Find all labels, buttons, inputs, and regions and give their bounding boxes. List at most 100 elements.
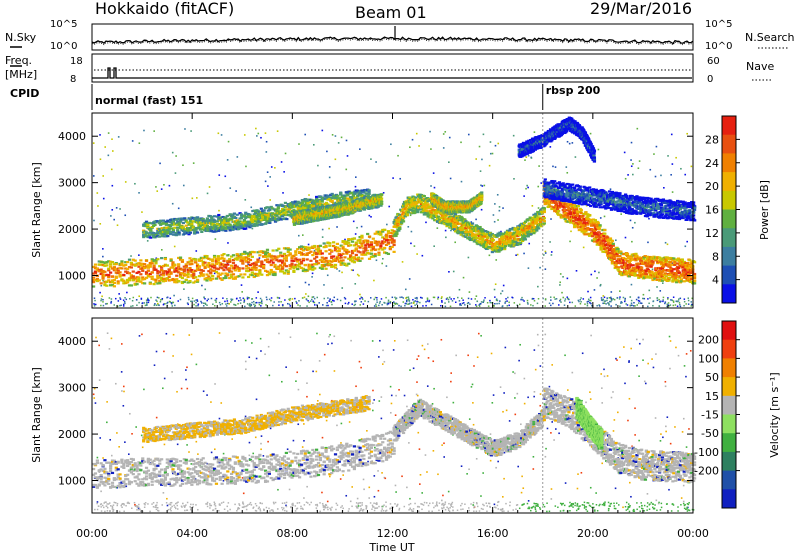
scatter-point xyxy=(494,283,497,286)
echo-cell xyxy=(315,255,319,259)
echo-cell xyxy=(144,271,149,274)
echo-cell xyxy=(337,260,341,263)
echo-cell xyxy=(273,255,277,258)
scatter-point xyxy=(256,135,258,137)
echo-cell xyxy=(214,230,218,233)
echo-cell xyxy=(271,249,275,252)
echo-cell xyxy=(169,278,173,282)
scatter-point xyxy=(291,298,294,300)
echo-cell xyxy=(263,253,268,256)
echo-cell xyxy=(381,228,385,232)
echo-cell xyxy=(377,230,381,233)
scatter-point xyxy=(585,204,588,207)
ground-point xyxy=(164,302,166,305)
echo-cell xyxy=(201,269,205,272)
echo-cell xyxy=(367,192,371,195)
scatter-point xyxy=(119,208,121,210)
ground-point xyxy=(668,304,670,307)
ground-point xyxy=(113,304,116,306)
scatter-point xyxy=(433,245,435,247)
echo-cell xyxy=(146,269,151,272)
echo-cell xyxy=(306,201,310,205)
ground-point xyxy=(479,303,481,305)
scatter-point xyxy=(255,127,257,130)
ground-point xyxy=(281,304,284,306)
ground-point xyxy=(596,304,598,307)
echo-cell xyxy=(392,230,396,233)
echo-cell xyxy=(252,215,256,218)
echo-cell xyxy=(218,217,222,220)
echo-cell xyxy=(303,270,307,273)
echo-cell xyxy=(384,236,389,239)
ground-point xyxy=(339,299,342,302)
echo-cell xyxy=(129,261,133,264)
echo-cell xyxy=(103,274,107,277)
ground-point xyxy=(122,305,125,307)
echo-cell xyxy=(131,278,135,282)
echo-cell xyxy=(309,246,313,249)
echo-cell xyxy=(252,218,256,222)
scatter-point xyxy=(265,151,268,153)
scatter-point xyxy=(527,154,530,157)
scatter-point xyxy=(498,209,501,212)
ground-point xyxy=(309,300,312,302)
echo-cell xyxy=(152,264,156,267)
echo-cell xyxy=(324,259,328,262)
echo-cell xyxy=(158,281,162,285)
echo-cell xyxy=(150,277,154,281)
ground-point xyxy=(518,303,521,306)
ground-point xyxy=(536,302,539,305)
ground-point xyxy=(571,301,574,304)
ground-point xyxy=(230,299,233,302)
echo-cell xyxy=(379,230,383,233)
ground-point xyxy=(574,305,577,307)
echo-cell xyxy=(214,257,219,260)
echo-cell xyxy=(99,282,103,285)
scatter-point xyxy=(218,174,221,176)
echo-cell xyxy=(271,270,275,274)
echo-cell xyxy=(256,218,261,221)
echo-cell xyxy=(238,212,242,215)
scatter-point xyxy=(102,248,104,250)
echo-cell xyxy=(95,277,99,281)
echo-cell xyxy=(293,200,297,203)
echo-cell xyxy=(267,253,271,256)
echo-cell xyxy=(163,257,168,261)
ground-point xyxy=(590,302,592,305)
ground-point xyxy=(521,296,523,299)
echo-cell xyxy=(292,270,296,274)
scatter-point xyxy=(475,295,478,297)
echo-cell xyxy=(164,223,168,226)
echo-cell xyxy=(207,220,211,224)
echo-cell xyxy=(192,257,196,261)
scatter-point xyxy=(385,265,388,267)
scatter-point xyxy=(373,298,376,301)
scatter-point xyxy=(544,250,547,253)
ground-point xyxy=(330,300,333,303)
echo-cell xyxy=(207,277,211,280)
echo-cell xyxy=(318,259,322,262)
echo-cell xyxy=(129,274,133,277)
scatter-point xyxy=(460,141,462,144)
echo-cell xyxy=(320,265,324,268)
scatter-point xyxy=(609,188,612,190)
scatter-point xyxy=(659,290,662,292)
scatter-point xyxy=(111,209,114,211)
echo-cell xyxy=(315,251,319,254)
echo-cell xyxy=(322,245,326,249)
ground-point xyxy=(426,298,429,301)
ground-point xyxy=(622,296,625,299)
ground-point xyxy=(459,304,461,306)
scatter-point xyxy=(346,155,349,157)
echo-cell xyxy=(188,268,192,271)
echo-cell xyxy=(339,263,343,266)
echo-cell xyxy=(156,282,160,285)
scatter-point xyxy=(467,256,470,259)
ground-point xyxy=(501,305,504,307)
ground-point xyxy=(260,299,263,301)
echo-cell xyxy=(298,265,302,268)
echo-cell xyxy=(205,225,210,228)
scatter-point xyxy=(660,174,662,177)
ground-point xyxy=(166,302,168,305)
ground-point xyxy=(233,303,235,306)
